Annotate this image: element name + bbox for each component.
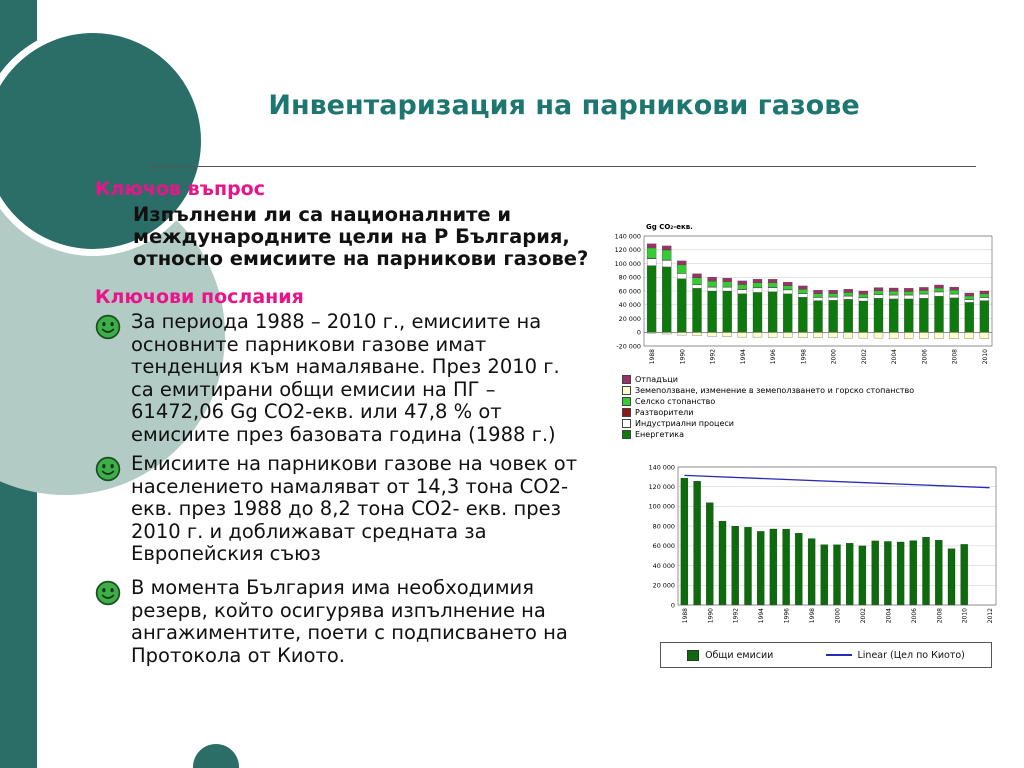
svg-text:1988: 1988 <box>649 349 656 364</box>
svg-text:2008: 2008 <box>952 349 959 364</box>
svg-text:2002: 2002 <box>860 608 867 623</box>
decor-circle-dark <box>0 26 208 256</box>
svg-text:1994: 1994 <box>740 349 747 364</box>
key-message-text: За периода 1988 – 2010 г., емисиите на о… <box>131 310 560 447</box>
legend-item: Енергетика <box>622 429 914 440</box>
title-divider <box>148 166 976 167</box>
svg-text:40 000: 40 000 <box>653 562 675 570</box>
svg-text:120 000: 120 000 <box>649 483 675 491</box>
svg-text:1998: 1998 <box>809 608 816 623</box>
svg-text:2004: 2004 <box>891 349 898 364</box>
legend-label: Земеползване, изменение в земеползването… <box>635 386 915 395</box>
svg-text:1996: 1996 <box>784 608 791 623</box>
series-swatch-icon <box>622 375 631 384</box>
svg-text:2008: 2008 <box>936 608 943 623</box>
stacked-chart-legend: Отпадъци Земеползване, изменение в земепо… <box>622 374 914 440</box>
legend-label: Отпадъци <box>635 375 678 384</box>
svg-text:0: 0 <box>637 329 641 337</box>
emissions-by-sector-stacked-chart: -20 000 0 20 000 40 000 60 000 80 000 100 000 1… <box>598 220 1000 370</box>
smiley-icon <box>95 314 121 340</box>
series-swatch-icon <box>622 430 631 439</box>
svg-text:140 000: 140 000 <box>615 232 641 240</box>
legend-label: Енергетика <box>635 430 685 439</box>
svg-text:1990: 1990 <box>707 608 714 623</box>
key-message-bullet: Емисиите на парникови газове на човек от… <box>95 452 587 566</box>
svg-text:2010: 2010 <box>982 349 989 364</box>
svg-text:1996: 1996 <box>770 349 777 364</box>
svg-text:120 000: 120 000 <box>615 246 641 254</box>
svg-text:2010: 2010 <box>962 608 969 623</box>
total-chart-legend: Общи емисии Linear (Цел по Киото) <box>660 642 992 668</box>
legend-item: Земеползване, изменение в земеползването… <box>622 385 914 396</box>
legend-item: Индустриални процеси <box>622 418 914 429</box>
smiley-icon <box>95 580 121 606</box>
svg-text:20 000: 20 000 <box>619 315 641 323</box>
decor-circle-bottom <box>193 744 239 768</box>
svg-text:2002: 2002 <box>861 349 868 364</box>
svg-text:Gg CO₂-екв.: Gg CO₂-екв. <box>646 223 693 231</box>
svg-text:1992: 1992 <box>733 608 740 623</box>
svg-text:40 000: 40 000 <box>619 301 641 309</box>
series-swatch-icon <box>622 419 631 428</box>
svg-text:-20 000: -20 000 <box>616 342 641 350</box>
svg-text:2006: 2006 <box>911 608 918 623</box>
svg-text:2004: 2004 <box>885 608 892 623</box>
key-question-heading: Ключов въпрос <box>95 178 265 200</box>
key-message-text: В момента България има необходимия резер… <box>131 576 568 667</box>
svg-text:80 000: 80 000 <box>653 522 675 530</box>
legend-label: Селско стопанство <box>635 397 716 406</box>
svg-text:20 000: 20 000 <box>653 582 675 590</box>
svg-text:60 000: 60 000 <box>619 287 641 295</box>
svg-text:1998: 1998 <box>800 349 807 364</box>
series-swatch-icon <box>622 397 631 406</box>
total-emissions-chart: 0 20 000 40 000 60 000 80 000 100 000 120 000 1… <box>632 455 1004 637</box>
svg-text:1990: 1990 <box>679 349 686 364</box>
key-message-bullet: За периода 1988 – 2010 г., емисиите на о… <box>95 310 587 447</box>
legend-item-total-emissions: Общи емисии <box>687 649 774 661</box>
key-question-text: Изпълнени ли са националните и междунаро… <box>133 203 589 271</box>
bar-swatch-icon <box>687 649 700 661</box>
svg-text:1992: 1992 <box>710 349 717 364</box>
svg-text:2012: 2012 <box>987 608 994 623</box>
series-swatch-icon <box>622 408 631 417</box>
legend-item: Разтворители <box>622 407 914 418</box>
legend-item: Отпадъци <box>622 374 914 385</box>
legend-label: Общи емисии <box>705 649 774 661</box>
svg-text:60 000: 60 000 <box>653 542 675 550</box>
legend-label: Индустриални процеси <box>635 419 734 428</box>
svg-text:0: 0 <box>671 601 675 609</box>
svg-text:100 000: 100 000 <box>615 260 641 268</box>
smiley-icon <box>95 456 121 482</box>
legend-label: Разтворители <box>635 408 694 417</box>
key-message-bullet: В момента България има необходимия резер… <box>95 576 587 667</box>
legend-label: Linear (Цел по Киото) <box>857 649 965 661</box>
svg-text:2006: 2006 <box>921 349 928 364</box>
svg-text:1988: 1988 <box>682 608 689 623</box>
svg-text:140 000: 140 000 <box>649 463 675 471</box>
key-message-text: Емисиите на парникови газове на човек от… <box>131 452 578 566</box>
key-messages-heading: Ключови послания <box>95 286 304 308</box>
legend-item: Селско стопанство <box>622 396 914 407</box>
legend-item-kyoto-line: Linear (Цел по Киото) <box>825 649 965 661</box>
svg-text:2000: 2000 <box>831 349 838 364</box>
line-swatch-icon <box>825 654 852 656</box>
series-swatch-icon <box>622 386 631 395</box>
svg-text:2000: 2000 <box>835 608 842 623</box>
svg-text:1994: 1994 <box>758 608 765 623</box>
slide-title: Инвентаризация на парникови газове <box>268 90 860 121</box>
svg-text:80 000: 80 000 <box>619 274 641 282</box>
svg-text:100 000: 100 000 <box>649 503 675 511</box>
